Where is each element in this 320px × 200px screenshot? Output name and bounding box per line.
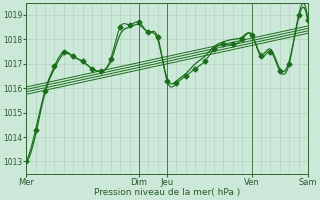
X-axis label: Pression niveau de la mer( hPa ): Pression niveau de la mer( hPa )	[94, 188, 240, 197]
